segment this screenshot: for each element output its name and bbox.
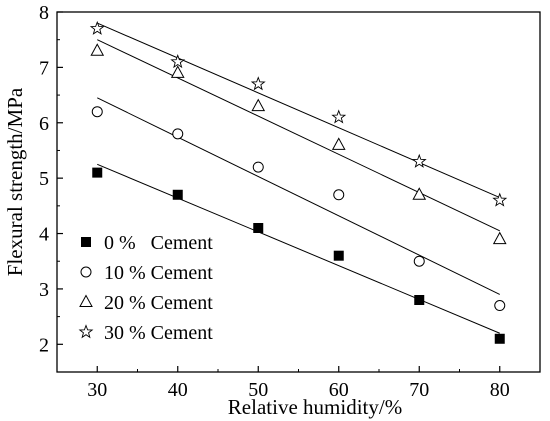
y-tick-label: 7	[39, 57, 49, 79]
x-tick-label: 80	[490, 379, 510, 401]
y-tick-label: 2	[39, 334, 49, 356]
circle-marker	[252, 161, 264, 173]
x-tick-label: 30	[87, 379, 107, 401]
legend-label: 0 % Cement	[104, 232, 213, 254]
fit-line-series-3	[97, 22, 500, 198]
x-tick-label: 40	[168, 379, 188, 401]
y-tick-label: 4	[39, 224, 49, 246]
legend-item-2: 20 % Cement	[79, 292, 213, 314]
plot-frame	[56, 11, 541, 373]
star-marker	[78, 324, 94, 339]
legend: 0 % Cement 10 % Cement 20 % Cement 30 % Cem…	[78, 232, 213, 344]
x-tick-label: 60	[329, 379, 349, 401]
square-marker	[172, 189, 183, 200]
circle-marker	[91, 106, 103, 118]
star-marker	[331, 109, 347, 124]
star-marker	[492, 192, 508, 207]
legend-label: 10 % Cement	[104, 262, 213, 284]
triangle-marker	[412, 187, 427, 200]
legend-item-1: 10 % Cement	[80, 262, 213, 284]
y-axis-label: Flexural strength/MPa	[3, 87, 27, 276]
triangle-marker	[170, 65, 185, 78]
legend-item-3: 30 % Cement	[78, 322, 213, 344]
triangle-marker	[492, 231, 507, 245]
triangle-marker	[79, 294, 93, 307]
triangle-marker	[331, 137, 346, 150]
circle-marker	[494, 300, 506, 312]
circle-marker	[172, 128, 184, 140]
triangle-marker	[251, 98, 266, 112]
y-tick-label: 3	[39, 279, 49, 301]
series-3-markers	[89, 20, 508, 207]
square-marker	[253, 223, 264, 233]
star-marker	[170, 54, 186, 69]
circle-marker	[80, 266, 92, 278]
square-marker	[414, 295, 425, 305]
y-axis-ticks: 2 3 4 5 6 7 8	[39, 2, 63, 356]
x-axis-ticks: 30 40 50 60 70 80	[87, 366, 510, 401]
legend-label: 30 % Cement	[104, 322, 213, 344]
x-tick-label: 50	[248, 379, 268, 401]
plot-border	[56, 11, 541, 373]
triangle-marker	[90, 43, 105, 56]
series-0-markers	[92, 167, 505, 344]
square-marker	[333, 250, 344, 261]
y-tick-label: 8	[39, 2, 49, 24]
square-marker	[494, 333, 505, 344]
fit-line-series-0	[97, 163, 500, 334]
fit-line-series-1	[97, 97, 500, 295]
legend-item-0: 0 % Cement	[81, 232, 213, 254]
x-tick-label: 70	[409, 379, 429, 401]
fit-lines	[97, 22, 500, 334]
x-axis-label: Relative humidity/%	[228, 395, 402, 419]
series-1-markers	[91, 106, 506, 312]
star-marker	[250, 76, 266, 91]
square-marker	[81, 237, 91, 247]
star-marker	[411, 153, 427, 168]
circle-marker	[333, 189, 345, 201]
series-2-markers	[90, 43, 507, 245]
y-tick-label: 5	[39, 168, 49, 190]
square-marker	[92, 167, 103, 178]
data-markers	[89, 20, 508, 344]
legend-label: 20 % Cement	[104, 292, 213, 314]
circle-marker	[413, 255, 425, 267]
fit-line-series-2	[97, 39, 500, 232]
star-marker	[89, 20, 105, 35]
y-tick-label: 6	[39, 113, 49, 135]
